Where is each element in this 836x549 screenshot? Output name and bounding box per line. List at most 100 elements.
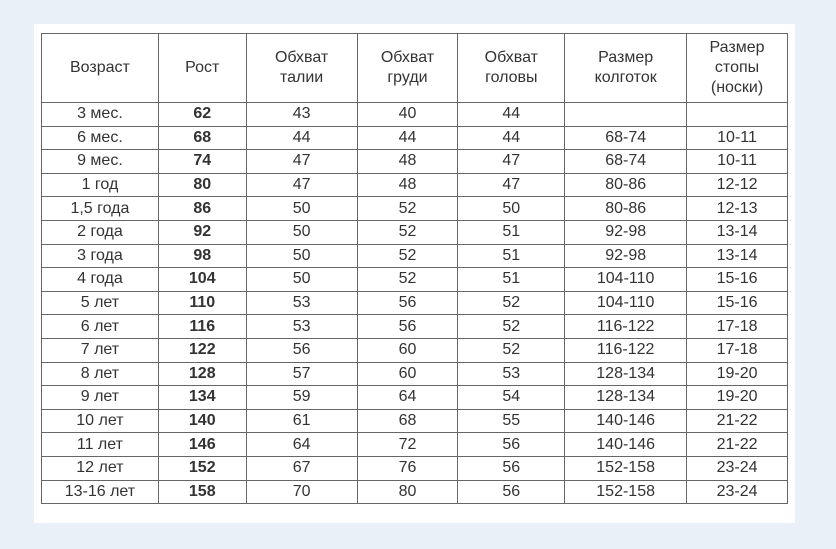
table-cell: 80-86 <box>564 196 688 221</box>
table-cell: 52 <box>457 337 566 363</box>
table-cell: 10 лет <box>41 408 159 434</box>
table-cell: 47 <box>457 149 566 174</box>
table-cell: 152-158 <box>564 479 688 505</box>
table-cell: 21-22 <box>686 432 788 457</box>
table-cell: 104-110 <box>564 290 688 316</box>
table-cell: 53 <box>245 290 358 316</box>
table-cell: 13-14 <box>686 243 788 269</box>
table-cell: 6 лет <box>41 314 159 339</box>
table-cell: 68-74 <box>564 125 688 151</box>
table-cell: 50 <box>245 243 358 269</box>
column-header: Возраст <box>41 33 159 103</box>
table-cell: 1,5 года <box>41 196 159 221</box>
table-cell: 44 <box>245 125 358 151</box>
table-row: 12 лет 152 67 76 56 152-158 23-24 <box>41 455 788 481</box>
table-cell: 52 <box>457 314 566 339</box>
table-cell: 116-122 <box>564 337 688 363</box>
table-row: 6 мес. 68 44 44 44 68-74 10-11 <box>41 125 788 151</box>
table-cell: 104 <box>157 267 247 292</box>
table-cell: 23-24 <box>686 455 788 481</box>
table-cell: 152 <box>157 455 247 481</box>
table-cell: 53 <box>245 314 358 339</box>
table-cell: 23-24 <box>686 479 788 505</box>
table-row: 3 года 98 50 52 51 92-98 13-14 <box>41 243 788 269</box>
table-row: 1,5 года 86 50 52 50 80-86 12-13 <box>41 196 788 221</box>
table-cell: 2 года <box>41 219 159 245</box>
table-cell: 104-110 <box>564 267 688 292</box>
table-cell: 52 <box>356 243 459 269</box>
table-cell: 56 <box>245 337 358 363</box>
table-row: 8 лет 128 57 60 53 128-134 19-20 <box>41 361 788 387</box>
table-cell: 64 <box>245 432 358 457</box>
column-header: Обхват головы <box>457 33 566 103</box>
table-cell: 59 <box>245 385 358 410</box>
table-cell: 12 лет <box>41 455 159 481</box>
table-cell: 51 <box>457 267 566 292</box>
table-cell: 47 <box>457 172 566 198</box>
table-cell: 134 <box>157 385 247 410</box>
table-cell: 80 <box>157 172 247 198</box>
table-cell: 110 <box>157 290 247 316</box>
table-cell: 13-16 лет <box>41 479 159 505</box>
table-cell: 50 <box>245 267 358 292</box>
table-cell: 128-134 <box>564 361 688 387</box>
table-row: 9 мес. 74 47 48 47 68-74 10-11 <box>41 149 788 174</box>
table-row: 11 лет 146 64 72 56 140-146 21-22 <box>41 432 788 457</box>
column-header: Размер стопы (носки) <box>686 33 788 103</box>
table-cell: 140 <box>157 408 247 434</box>
table-cell <box>564 102 688 127</box>
table-cell: 9 лет <box>41 385 159 410</box>
table-cell: 15-16 <box>686 290 788 316</box>
table-row: 13-16 лет 158 70 80 56 152-158 23-24 <box>41 479 788 505</box>
table-cell: 52 <box>457 290 566 316</box>
table-cell: 76 <box>356 455 459 481</box>
table-cell: 55 <box>457 408 566 434</box>
table-cell: 50 <box>245 196 358 221</box>
table-cell: 52 <box>356 219 459 245</box>
table-cell: 80 <box>356 479 459 505</box>
table-cell: 3 мес. <box>41 102 159 127</box>
table-cell: 19-20 <box>686 385 788 410</box>
table-cell: 7 лет <box>41 337 159 363</box>
size-chart-table: Возраст Рост Обхват талии Обхват груди Обхва… <box>41 33 788 505</box>
table-row: 7 лет 122 56 60 52 116-122 17-18 <box>41 337 788 363</box>
table-cell: 74 <box>157 149 247 174</box>
table-cell: 52 <box>356 267 459 292</box>
table-cell: 21-22 <box>686 408 788 434</box>
table-cell: 52 <box>356 196 459 221</box>
table-cell: 47 <box>245 149 358 174</box>
table-cell: 128 <box>157 361 247 387</box>
table-cell: 56 <box>457 432 566 457</box>
table-cell: 146 <box>157 432 247 457</box>
table-row: 6 лет 116 53 56 52 116-122 17-18 <box>41 314 788 339</box>
table-cell: 5 лет <box>41 290 159 316</box>
table-cell: 6 мес. <box>41 125 159 151</box>
table-cell: 11 лет <box>41 432 159 457</box>
table-cell: 47 <box>245 172 358 198</box>
table-cell: 43 <box>245 102 358 127</box>
table-cell: 51 <box>457 219 566 245</box>
table-cell: 56 <box>356 314 459 339</box>
table-cell: 44 <box>356 125 459 151</box>
table-cell: 48 <box>356 172 459 198</box>
table-cell: 62 <box>157 102 247 127</box>
table-cell: 57 <box>245 361 358 387</box>
table-cell: 10-11 <box>686 149 788 174</box>
table-cell: 12-12 <box>686 172 788 198</box>
table-cell: 152-158 <box>564 455 688 481</box>
table-row: 10 лет 140 61 68 55 140-146 21-22 <box>41 408 788 434</box>
column-header: Обхват груди <box>356 33 459 103</box>
table-row: 4 года 104 50 52 51 104-110 15-16 <box>41 267 788 292</box>
table-cell: 9 мес. <box>41 149 159 174</box>
table-cell: 140-146 <box>564 408 688 434</box>
table-cell: 72 <box>356 432 459 457</box>
table-cell: 12-13 <box>686 196 788 221</box>
table-cell: 116 <box>157 314 247 339</box>
table-cell: 70 <box>245 479 358 505</box>
column-header: Размер колготок <box>564 33 688 103</box>
table-cell: 44 <box>457 102 566 127</box>
table-cell: 50 <box>457 196 566 221</box>
table-cell: 10-11 <box>686 125 788 151</box>
table-cell: 68-74 <box>564 149 688 174</box>
table-cell: 53 <box>457 361 566 387</box>
